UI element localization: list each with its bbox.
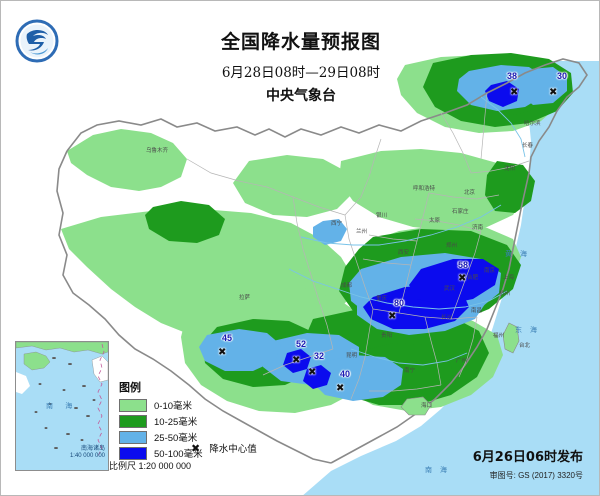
city-label: 昆明	[346, 353, 358, 359]
south-china-sea-inset: 南 海 南海诸岛 1:40 000 000	[15, 341, 109, 471]
city-label: 石家庄	[452, 209, 469, 215]
legend-item-precip-center: ✖ 降水中心值	[191, 441, 257, 456]
precip-value: 58	[458, 260, 469, 270]
precip-center-x-icon: ✖	[308, 367, 317, 378]
city-label: 哈尔滨	[524, 121, 541, 127]
precip-value: 32	[314, 351, 325, 361]
precip-center-x-icon: ✖	[191, 442, 201, 455]
hainan-island	[400, 396, 432, 416]
legend-label: 10-25毫米	[154, 417, 198, 428]
province-boundaries	[186, 92, 530, 400]
city-label: 济南	[472, 225, 484, 231]
city-label: 杭州	[499, 291, 511, 297]
city-label: 郑州	[446, 243, 458, 249]
city-label: 成都	[341, 283, 353, 289]
legend-title: 图例	[119, 382, 141, 394]
city-label: 西安	[398, 250, 410, 256]
city-label: 福州	[493, 333, 505, 339]
inset-map: 南 海	[16, 342, 108, 470]
legend-item-25-50mm: 25-50毫米	[119, 430, 309, 444]
city-label: 长春	[522, 143, 534, 149]
national-boundary	[66, 58, 588, 464]
cma-logo-icon	[15, 19, 59, 63]
inset-sea-label: 南 海	[46, 401, 77, 410]
legend-swatch	[119, 430, 147, 444]
city-label: 贵阳	[381, 333, 393, 339]
precip-value: 40	[340, 369, 351, 379]
city-label: 重庆	[376, 296, 388, 302]
issue-time: 6月26日06时发布	[472, 450, 583, 465]
inset-scale: 1:40 000 000	[69, 452, 105, 459]
city-label: 呼和浩特	[413, 186, 436, 192]
legend-swatch	[119, 398, 147, 412]
legend-item-10-25mm: 10-25毫米	[119, 414, 309, 428]
city-label: 拉萨	[239, 295, 251, 301]
ocean-area	[303, 61, 599, 495]
city-label: 武汉	[444, 286, 456, 292]
map-scale: 比例尺 1:20 000 000	[109, 461, 192, 471]
legend-swatch	[119, 446, 147, 460]
city-label: 南宁	[404, 368, 416, 374]
precip-center-x-icon: ✖	[549, 87, 558, 98]
taiwan-island	[502, 322, 520, 354]
city-label: 北京	[464, 190, 476, 196]
sea-label: 南 海	[425, 467, 450, 474]
city-label: 南昌	[471, 308, 483, 314]
city-label: 兰州	[356, 229, 368, 235]
sea-label: 黄 海	[505, 251, 530, 258]
city-label: 沈阳	[504, 166, 516, 172]
precip-center-x-icon: ✖	[510, 87, 519, 98]
precip-value: 80	[394, 298, 405, 308]
inset-label: 南海诸岛 1:40 000 000	[70, 446, 105, 460]
precip-value: 45	[222, 333, 233, 343]
city-label: 乌鲁木齐	[146, 148, 169, 154]
precip-value: 52	[296, 339, 307, 349]
precip-center-x-icon: ✖	[388, 311, 397, 322]
precip-center-x-icon: ✖	[336, 383, 345, 394]
sea-label: 东 海	[515, 327, 540, 334]
city-label: 台北	[519, 343, 531, 349]
precip-value: 30	[557, 71, 568, 81]
approval-number: 审图号: GS (2017) 3320号	[489, 471, 583, 480]
western-boundary	[56, 150, 332, 464]
precip-value: 38	[507, 71, 518, 81]
legend-label: 0-10毫米	[154, 401, 193, 412]
city-label: 南京	[484, 268, 496, 274]
city-label: 太原	[429, 218, 441, 224]
city-label: 广州	[456, 358, 468, 364]
legend-item-50-100mm: 50-100毫米	[119, 446, 309, 460]
city-label: 长沙	[441, 315, 453, 321]
legend-label: 25-50毫米	[154, 433, 198, 444]
legend-label: 50-100毫米	[154, 449, 203, 460]
city-label: 海口	[421, 403, 433, 409]
legend-swatch	[119, 414, 147, 428]
precip-center-x-icon: ✖	[218, 347, 227, 358]
city-label: 上海	[503, 275, 515, 281]
city-label: 合肥	[467, 275, 479, 281]
legend-item-0-10mm: 0-10毫米	[119, 398, 309, 412]
legend-label: 降水中心值	[209, 444, 257, 455]
legend: 图例 0-10毫米 10-25毫米 25-50毫米 50-100毫米 ✖ 降水中…	[109, 379, 309, 471]
precip-center-x-icon: ✖	[458, 273, 467, 284]
inset-title: 南海诸岛	[80, 445, 105, 452]
rivers	[288, 96, 526, 366]
precip-center-x-icon: ✖	[292, 355, 301, 366]
city-label: 西宁	[331, 221, 343, 227]
city-label: 银川	[376, 213, 388, 219]
